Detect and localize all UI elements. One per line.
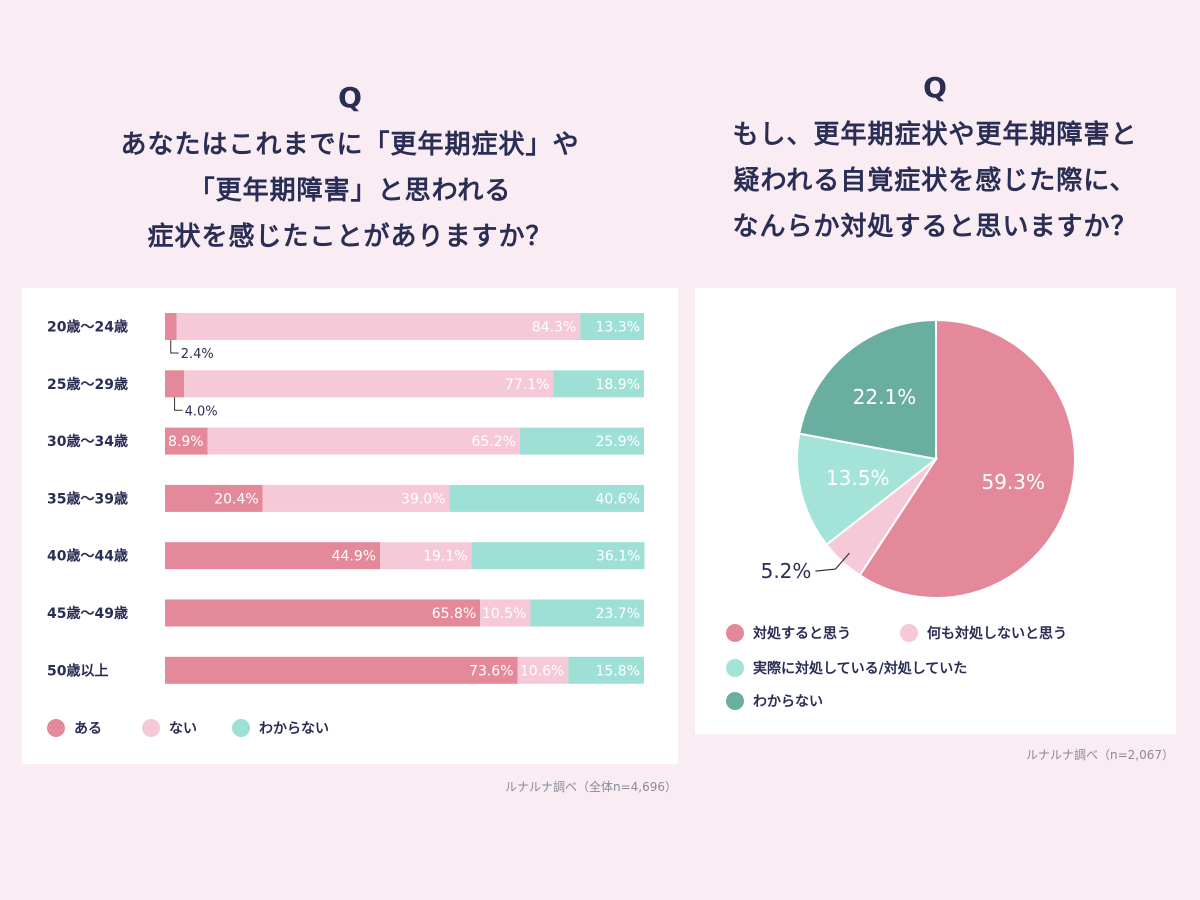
right-question-line-3: なんらか対処すると思いますか？ bbox=[732, 212, 1138, 242]
data-label: 10.5% bbox=[482, 606, 526, 622]
bar-segment-wakaranai bbox=[568, 656, 644, 684]
data-label: 8.9% bbox=[168, 434, 204, 450]
category-label: 45歳～49歳 bbox=[47, 605, 128, 622]
data-label: 18.9% bbox=[596, 377, 640, 393]
category-label: 25歳～29歳 bbox=[47, 376, 128, 393]
right-source-note: ルナルナ調べ（n=2,067） bbox=[1025, 748, 1174, 762]
bar-segment-aru bbox=[165, 542, 381, 570]
legend-label: 実際に対処している/対処していた bbox=[753, 660, 967, 677]
data-label: 19.1% bbox=[423, 549, 467, 565]
left-question: Q あなたはこれまでに「更年期症状」や 「更年期障害」と思われる 症状を感じたこ… bbox=[20, 80, 680, 260]
bar-segment-aru bbox=[165, 370, 185, 398]
leader-line bbox=[174, 397, 183, 411]
pie-chart: 59.3% 5.2% 13.5% 22.1% 対処すると思う 何も対処しないと思う実際に対… bbox=[726, 318, 1076, 710]
right-question-line-2: 疑われる自覚症状を感じた際に、 bbox=[733, 166, 1137, 196]
pie-slice-act bbox=[858, 318, 1076, 599]
data-label: 40.6% bbox=[596, 491, 640, 507]
bar-segment-aru bbox=[165, 313, 177, 340]
bar-segment-wakaranai bbox=[530, 599, 644, 627]
bar-segment-nai bbox=[207, 427, 520, 455]
right-question-line-1: もし、更年期症状や更年期障害と bbox=[732, 120, 1138, 150]
bar-segment-aru bbox=[165, 656, 518, 684]
data-label: 15.8% bbox=[596, 663, 640, 679]
bar-segment-nai bbox=[380, 542, 472, 570]
data-label: 73.6% bbox=[469, 663, 513, 679]
right-question: Q もし、更年期症状や更年期障害と 疑われる自覚症状を感じた際に、 なんらか対処… bbox=[695, 70, 1175, 250]
legend-marker-acted bbox=[726, 659, 744, 677]
legend-label: 何も対処しないと思う bbox=[927, 625, 1067, 642]
right-q-mark: Q bbox=[923, 71, 947, 104]
bar-segment-nai bbox=[176, 313, 581, 340]
pie-label: 5.2% bbox=[761, 559, 812, 583]
bar-segment-nai bbox=[262, 484, 450, 512]
stacked-bar-chart: 20歳～24歳 2.4% 84.3% 13.3% 25歳～29歳 4.0% 77.1% 18.… bbox=[47, 313, 645, 737]
category-label: 20歳～24歳 bbox=[47, 319, 128, 336]
pie-slice-acted bbox=[796, 432, 939, 547]
data-label: 44.9% bbox=[332, 549, 376, 565]
data-label: 4.0% bbox=[185, 404, 218, 419]
bar-segment-wakaranai bbox=[580, 313, 644, 340]
bar-segment-wakaranai bbox=[449, 484, 644, 512]
bar-segment-nai bbox=[517, 656, 569, 684]
bar-segment-aru bbox=[165, 484, 263, 512]
pie-slice-unknown bbox=[798, 318, 937, 461]
bar-segment-aru bbox=[165, 599, 481, 627]
data-label: 13.3% bbox=[596, 320, 640, 336]
left-source-note: ルナルナ調べ（全体n=4,696） bbox=[504, 780, 677, 794]
legend-marker-unknown bbox=[726, 692, 744, 710]
legend-marker-aru bbox=[47, 719, 65, 737]
leader-line bbox=[170, 340, 179, 354]
data-label: 25.9% bbox=[596, 434, 640, 450]
left-question-line-1: あなたはこれまでに「更年期症状」や bbox=[120, 130, 580, 160]
category-label: 40歳～44歳 bbox=[47, 548, 128, 565]
data-label: 84.3% bbox=[532, 320, 576, 336]
data-label: 39.0% bbox=[401, 491, 445, 507]
legend-label: ない bbox=[169, 721, 197, 737]
legend-marker-nai bbox=[142, 719, 160, 737]
left-question-line-2: 「更年期障害」と思われる bbox=[188, 176, 512, 206]
data-label: 36.1% bbox=[596, 549, 640, 565]
pie-chart-card: 59.3% 5.2% 13.5% 22.1% 対処すると思う 何も対処しないと思う実際に対… bbox=[695, 288, 1176, 734]
legend-label: ある bbox=[74, 721, 102, 737]
bar-segment-wakaranai bbox=[519, 427, 644, 455]
pie-label: 22.1% bbox=[853, 385, 917, 409]
data-label: 23.7% bbox=[596, 606, 640, 622]
pie-label: 13.5% bbox=[826, 466, 890, 490]
data-label: 2.4% bbox=[181, 347, 214, 362]
left-question-line-3: 症状を感じたことがありますか？ bbox=[147, 222, 553, 252]
bar-segment-nai bbox=[480, 599, 531, 627]
category-label: 35歳～39歳 bbox=[47, 490, 128, 507]
bar-segment-nai bbox=[184, 370, 554, 398]
category-label: 30歳～34歳 bbox=[47, 433, 128, 450]
bar-segment-wakaranai bbox=[553, 370, 644, 398]
bar-chart-card: 20歳～24歳 2.4% 84.3% 13.3% 25歳～29歳 4.0% 77.1% 18.… bbox=[22, 288, 678, 764]
data-label: 65.8% bbox=[432, 606, 476, 622]
bar-segment-wakaranai bbox=[471, 542, 645, 570]
data-label: 20.4% bbox=[214, 491, 258, 507]
legend-marker-wakaranai bbox=[232, 719, 250, 737]
category-label: 50歳以上 bbox=[47, 662, 108, 679]
legend-label: わからない bbox=[259, 721, 329, 737]
legend-marker-no-act bbox=[900, 624, 918, 642]
data-label: 10.6% bbox=[520, 663, 564, 679]
data-label: 65.2% bbox=[471, 434, 515, 450]
left-q-mark: Q bbox=[338, 81, 362, 114]
bar-segment-aru bbox=[165, 427, 208, 455]
legend-marker-act bbox=[726, 624, 744, 642]
legend-label: 対処すると思う bbox=[752, 625, 851, 642]
legend-label: わからない bbox=[753, 694, 823, 710]
pie-label: 59.3% bbox=[981, 470, 1045, 494]
data-label: 77.1% bbox=[505, 377, 549, 393]
leader-line bbox=[815, 552, 850, 572]
